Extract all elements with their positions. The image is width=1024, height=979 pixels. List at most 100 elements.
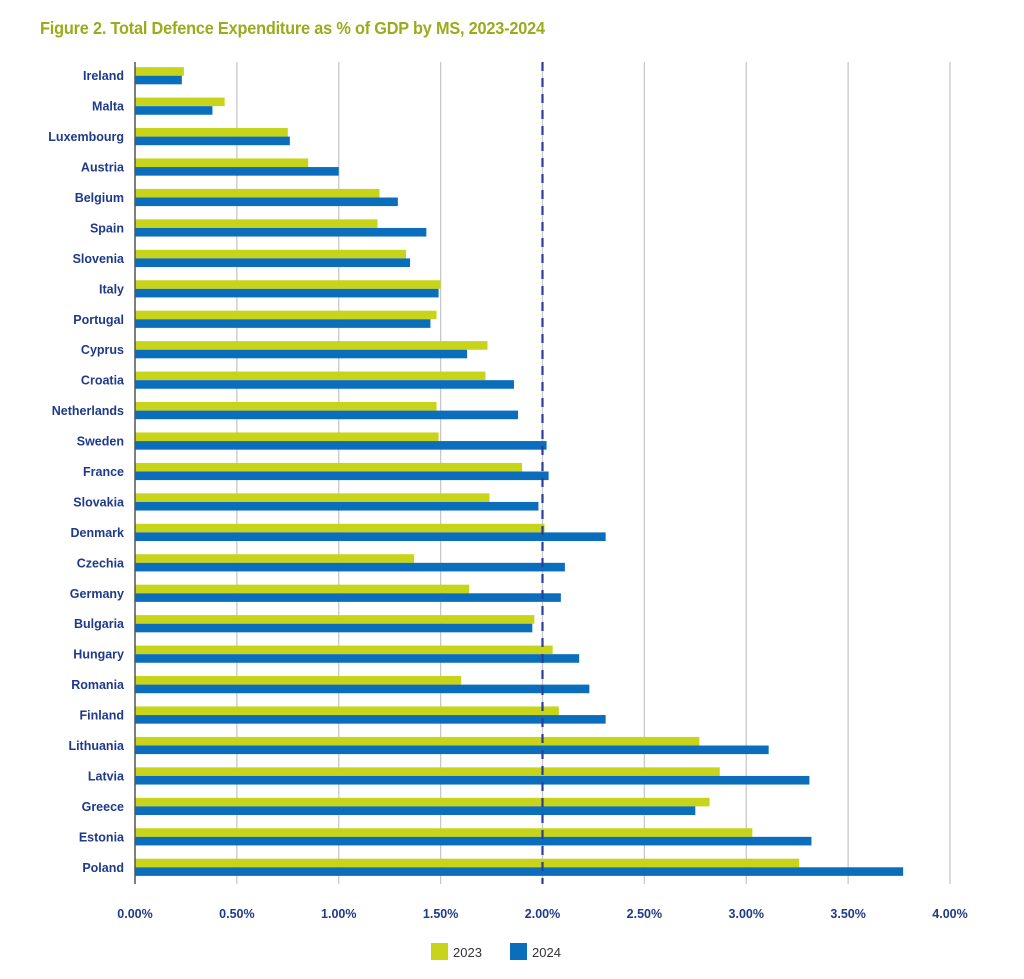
bar-2023-latvia <box>135 767 720 776</box>
category-label: France <box>83 465 124 479</box>
x-tick-label: 3.50% <box>830 907 865 921</box>
bar-2024-netherlands <box>135 410 519 420</box>
bar-2024-poland <box>135 867 904 876</box>
category-label: Portugal <box>73 313 124 327</box>
x-tick-label: 0.50% <box>219 907 254 921</box>
legend-swatch-2024 <box>510 943 527 960</box>
bar-2023-lithuania <box>135 736 700 746</box>
bar-2024-cyprus <box>135 349 468 359</box>
bar-2024-belgium <box>135 197 398 207</box>
x-tick-label: 1.50% <box>423 907 458 921</box>
x-tick-labels: 0.00% 0.50% 1.00% 1.50% 2.00% 2.50% 3.00% 3.50%… <box>117 907 967 921</box>
bar-2024-slovenia <box>135 258 411 267</box>
category-label: Croatia <box>81 374 125 388</box>
bar-2024-denmark <box>135 532 606 541</box>
category-label: Czechia <box>77 556 125 570</box>
category-label: Estonia <box>79 830 125 844</box>
bar-2023-luxembourg <box>135 128 288 137</box>
x-tick-label: 1.00% <box>321 907 356 921</box>
bar-2024-finland <box>135 715 606 724</box>
bar-2023-finland <box>135 706 559 716</box>
legend-label-2024: 2024 <box>532 945 561 960</box>
bar-2024-austria <box>135 167 339 176</box>
category-labels: Ireland Malta Luxembourg Austria Belgium Spai… <box>48 69 125 875</box>
bar-2023-estonia <box>135 828 753 837</box>
x-tick-label: 4.00% <box>932 907 967 921</box>
bar-2023-denmark <box>135 523 545 533</box>
bar-2024-estonia <box>135 836 812 846</box>
x-tick-label: 2.50% <box>627 907 662 921</box>
bar-2024-lithuania <box>135 745 769 755</box>
category-label: Ireland <box>83 69 124 83</box>
category-label: Latvia <box>88 769 125 783</box>
bar-2024-romania <box>135 684 590 694</box>
bars <box>135 67 904 876</box>
bar-2023-sweden <box>135 432 439 442</box>
bar-2024-czechia <box>135 562 565 572</box>
category-label: Spain <box>90 221 124 235</box>
legend: 2023 2024 <box>431 943 561 960</box>
bar-2024-ireland <box>135 75 182 85</box>
category-label: Denmark <box>71 526 125 540</box>
category-label: Hungary <box>73 648 124 662</box>
bar-2024-latvia <box>135 775 810 785</box>
bar-2023-austria <box>135 158 309 168</box>
bar-2023-slovakia <box>135 493 490 502</box>
bar-2023-hungary <box>135 645 553 655</box>
category-label: Cyprus <box>81 343 124 357</box>
bar-2023-germany <box>135 584 470 594</box>
bar-2024-malta <box>135 106 213 115</box>
bar-2024-sweden <box>135 441 547 450</box>
chart-title: Figure 2. Total Defence Expenditure as %… <box>40 18 545 38</box>
category-label: Netherlands <box>52 404 124 418</box>
bar-2023-romania <box>135 676 461 685</box>
bar-2024-croatia <box>135 380 514 389</box>
bar-2024-italy <box>135 288 439 298</box>
category-label: Sweden <box>77 435 124 449</box>
bar-2023-italy <box>135 280 441 289</box>
category-label: Slovakia <box>73 495 125 509</box>
bar-2024-luxembourg <box>135 136 290 146</box>
category-label: Romania <box>71 678 125 692</box>
x-tick-label: 2.00% <box>525 907 560 921</box>
bar-2023-bulgaria <box>135 615 535 624</box>
bar-2023-spain <box>135 219 378 228</box>
category-label: Bulgaria <box>74 617 125 631</box>
category-label: Poland <box>82 861 124 875</box>
category-label: Lithuania <box>68 739 125 753</box>
category-label: Italy <box>99 282 124 296</box>
legend-swatch-2023 <box>431 943 448 960</box>
bar-2024-germany <box>135 593 561 602</box>
bar-2024-portugal <box>135 319 431 328</box>
category-label: Malta <box>92 100 125 114</box>
category-label: Germany <box>70 587 124 601</box>
bar-2024-greece <box>135 806 696 815</box>
bar-2024-france <box>135 471 549 481</box>
bar-2024-spain <box>135 227 427 237</box>
bar-2023-netherlands <box>135 402 437 411</box>
category-label: Luxembourg <box>48 130 124 144</box>
bar-2023-czechia <box>135 554 415 563</box>
bar-2023-greece <box>135 797 710 807</box>
category-label: Finland <box>80 709 124 723</box>
bar-2024-slovakia <box>135 501 539 511</box>
x-tick-label: 0.00% <box>117 907 152 921</box>
category-label: Belgium <box>75 191 124 205</box>
bar-2023-slovenia <box>135 249 406 259</box>
bar-2023-portugal <box>135 310 437 320</box>
legend-label-2023: 2023 <box>453 945 482 960</box>
bar-2023-malta <box>135 97 225 107</box>
category-label: Greece <box>82 800 124 814</box>
bar-2023-cyprus <box>135 341 488 350</box>
category-label: Austria <box>81 161 125 175</box>
bar-2023-croatia <box>135 371 486 381</box>
bar-2023-ireland <box>135 67 184 76</box>
category-label: Slovenia <box>73 252 125 266</box>
bar-2023-belgium <box>135 188 380 198</box>
x-tick-label: 3.00% <box>729 907 764 921</box>
bar-2023-poland <box>135 858 800 868</box>
bar-2024-hungary <box>135 654 580 663</box>
bar-2024-bulgaria <box>135 623 533 633</box>
bar-2023-france <box>135 462 523 472</box>
